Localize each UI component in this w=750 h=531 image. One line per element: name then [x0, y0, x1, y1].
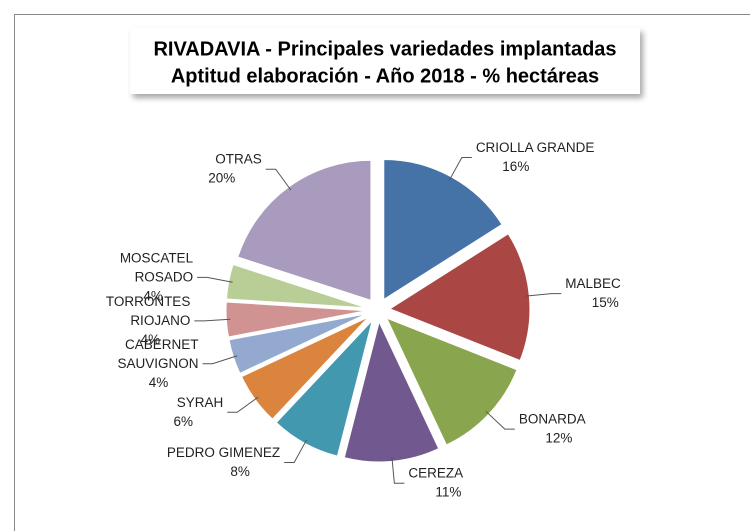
category-line: OTRAS: [215, 151, 262, 166]
category-line: MALBEC: [565, 276, 621, 291]
leader-line: [448, 157, 472, 181]
value-label: 8%: [230, 464, 250, 479]
value-label: 16%: [502, 159, 529, 174]
slice-label: SYRAH 6%: [173, 394, 223, 428]
slice-label: BONARDA 12%: [519, 411, 586, 445]
category-line: TORRONTES: [106, 293, 191, 308]
value-label: 12%: [545, 430, 572, 445]
leader-line: [202, 355, 238, 365]
title-box: [130, 28, 640, 94]
slice-label: PEDRO GIMENEZ 8%: [167, 445, 280, 479]
category-line: SYRAH: [177, 394, 224, 409]
category-name: SYRAH: [177, 394, 224, 409]
category-name: MALBEC: [565, 276, 621, 291]
value-label: 4%: [149, 374, 169, 389]
category-line: MOSCATEL: [120, 250, 194, 265]
category-name: CRIOLLA GRANDE: [476, 140, 595, 155]
value-label: 4%: [141, 331, 161, 346]
chart-title: RIVADAVIA - Principales variedades impla…: [153, 38, 616, 60]
category-name: BONARDA: [519, 411, 586, 426]
leader-line: [227, 396, 259, 413]
category-line: CABERNET: [125, 336, 199, 351]
value-label: 20%: [208, 170, 235, 185]
leader-line: [265, 168, 292, 191]
slice-label: CEREZA 11%: [408, 465, 463, 499]
leader-line: [485, 410, 515, 430]
slice-label: MALBEC 15%: [565, 276, 621, 310]
slice-label: MOSCATEL ROSADO 4%: [120, 250, 194, 303]
leader-line: [391, 457, 405, 484]
slice-label: TORRONTES RIOJANO 4%: [106, 293, 191, 346]
chart-subtitle: Aptitud elaboración - Año 2018 - % hectá…: [171, 65, 599, 87]
slice-label: OTRAS 20%: [208, 151, 262, 185]
category-name: OTRAS: [215, 151, 262, 166]
category-name: PEDRO GIMENEZ: [167, 445, 280, 460]
value-label: 4%: [143, 288, 163, 303]
value-label: 6%: [173, 413, 193, 428]
leader-line: [525, 293, 562, 297]
value-label: 15%: [592, 295, 619, 310]
leader-line: [194, 318, 231, 322]
category-name: CABERNET SAUVIGNON: [118, 336, 199, 370]
category-line: RIOJANO: [130, 312, 190, 327]
category-line: CRIOLLA GRANDE: [476, 140, 595, 155]
slice-label: CRIOLLA GRANDE 16%: [476, 140, 595, 174]
value-label: 11%: [435, 484, 461, 499]
category-name: CEREZA: [408, 465, 463, 480]
category-name: MOSCATEL ROSADO: [120, 250, 194, 284]
category-line: BONARDA: [519, 411, 586, 426]
leader-line: [284, 439, 308, 463]
category-line: PEDRO GIMENEZ: [167, 445, 280, 460]
category-line: CEREZA: [408, 465, 463, 480]
category-line: SAUVIGNON: [118, 355, 199, 370]
category-line: ROSADO: [135, 269, 194, 284]
category-name: TORRONTES RIOJANO: [106, 293, 191, 327]
leader-line: [197, 276, 233, 283]
slice-label: CABERNET SAUVIGNON 4%: [118, 336, 199, 389]
